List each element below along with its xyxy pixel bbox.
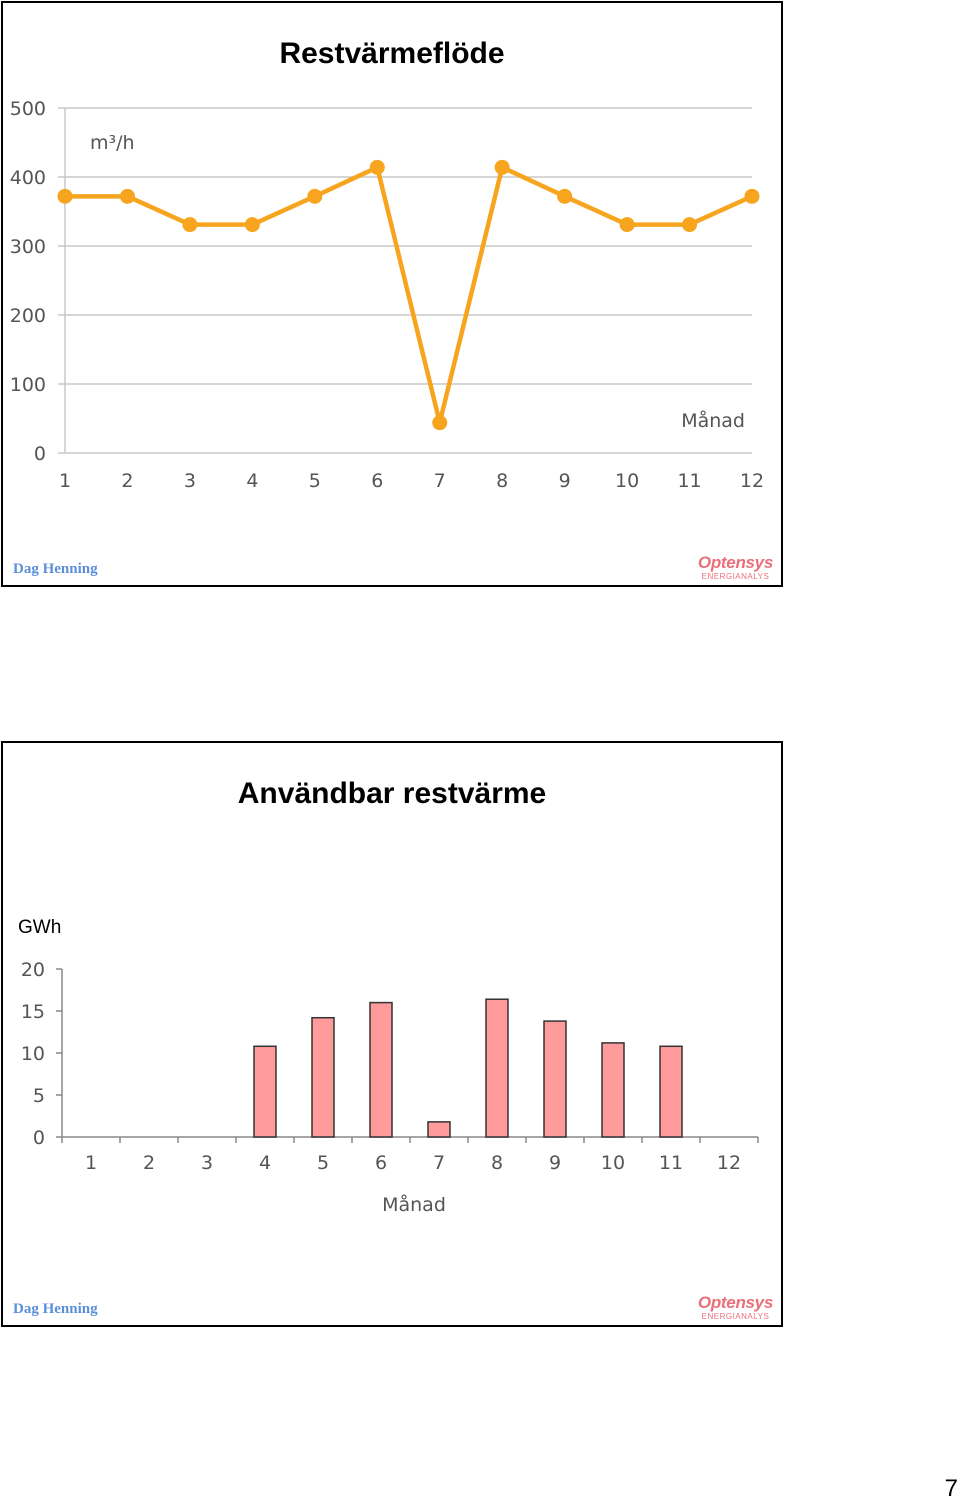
series-line xyxy=(65,165,753,425)
x-tick-label: 5 xyxy=(317,1152,329,1174)
x-tick-label: 5 xyxy=(309,470,321,492)
data-point xyxy=(494,159,510,175)
logo-subtitle: ENERGIANALYS xyxy=(701,572,770,581)
optensys-logo: Optensys ENERGIANALYS xyxy=(697,553,773,582)
author-label: Dag Henning xyxy=(13,561,98,577)
y-tick-label: 20 xyxy=(21,959,45,981)
y-tick-label: 500 xyxy=(10,98,46,120)
x-tick-label: 1 xyxy=(59,470,71,492)
x-tick-label: 6 xyxy=(371,470,383,492)
y-tick-label: 0 xyxy=(34,443,46,465)
logo-subtitle: ENERGIANALYS xyxy=(701,1312,770,1321)
data-point xyxy=(682,217,698,233)
y-tick-label: 100 xyxy=(10,374,46,396)
data-point xyxy=(182,217,198,233)
y-axis-label: GWh xyxy=(18,917,61,938)
data-point xyxy=(619,217,635,233)
x-tick-label: 2 xyxy=(143,1152,155,1174)
y-tick-label: 300 xyxy=(10,236,46,258)
logo-name: Optensys xyxy=(697,1293,773,1312)
data-point xyxy=(119,188,135,204)
bar xyxy=(485,998,509,1138)
y-tick-label: 400 xyxy=(10,167,46,189)
data-point xyxy=(307,188,323,204)
page-number: 7 xyxy=(944,1475,958,1502)
x-tick-label: 12 xyxy=(740,470,764,492)
x-tick-label: 11 xyxy=(659,1152,683,1174)
x-tick-label: 3 xyxy=(201,1152,213,1174)
x-tick-label: 7 xyxy=(434,470,446,492)
x-tick-label: 11 xyxy=(677,470,701,492)
x-axis-label: Månad xyxy=(382,1193,446,1216)
data-point xyxy=(432,415,448,431)
x-tick-label: 4 xyxy=(259,1152,271,1174)
bar xyxy=(659,1045,683,1138)
x-tick-label: 12 xyxy=(717,1152,741,1174)
y-tick-label: 200 xyxy=(10,305,46,327)
x-tick-label: 2 xyxy=(121,470,133,492)
bar xyxy=(369,1001,393,1138)
data-point xyxy=(244,217,260,233)
data-point xyxy=(369,159,385,175)
y-tick-label: 15 xyxy=(21,1001,45,1023)
bar xyxy=(543,1020,567,1138)
x-tick-label: 9 xyxy=(549,1152,561,1174)
data-point xyxy=(57,188,73,204)
x-tick-label: 8 xyxy=(491,1152,503,1174)
x-tick-label: 10 xyxy=(601,1152,625,1174)
x-tick-label: 3 xyxy=(184,470,196,492)
bar xyxy=(427,1121,451,1138)
x-tick-label: 8 xyxy=(496,470,508,492)
slide-title: Användbar restvärme xyxy=(237,777,547,810)
x-tick-label: 10 xyxy=(615,470,639,492)
y-axis-label: m³/h xyxy=(90,132,135,154)
y-tick-label: 10 xyxy=(21,1043,45,1065)
slide-title: Restvärmeflöde xyxy=(279,37,505,70)
x-tick-label: 7 xyxy=(433,1152,445,1174)
slide-anvandbar-restvarme: Användbar restvärme GWh 0 5 10 15 20 1 2 3 4 5 6 7 8 9… xyxy=(1,741,783,1327)
author-label: Dag Henning xyxy=(13,1301,98,1317)
bar xyxy=(311,1016,335,1138)
bar xyxy=(253,1045,277,1138)
logo-name: Optensys xyxy=(697,553,773,572)
x-axis-label: Månad xyxy=(681,409,745,432)
y-tick-label: 0 xyxy=(33,1127,45,1149)
y-tick-label: 5 xyxy=(33,1085,45,1107)
data-point xyxy=(744,188,760,204)
optensys-logo: Optensys ENERGIANALYS xyxy=(697,1293,773,1322)
bar xyxy=(601,1042,625,1138)
x-tick-label: 6 xyxy=(375,1152,387,1174)
x-tick-label: 4 xyxy=(246,470,258,492)
x-tick-label: 1 xyxy=(85,1152,97,1174)
x-tick-label: 9 xyxy=(559,470,571,492)
slide-restvarmeflode: Restvärmeflöde 0 100 200 300 400 500 1 2 3 4 5 6 7 8 9… xyxy=(1,1,783,587)
data-point xyxy=(557,188,573,204)
